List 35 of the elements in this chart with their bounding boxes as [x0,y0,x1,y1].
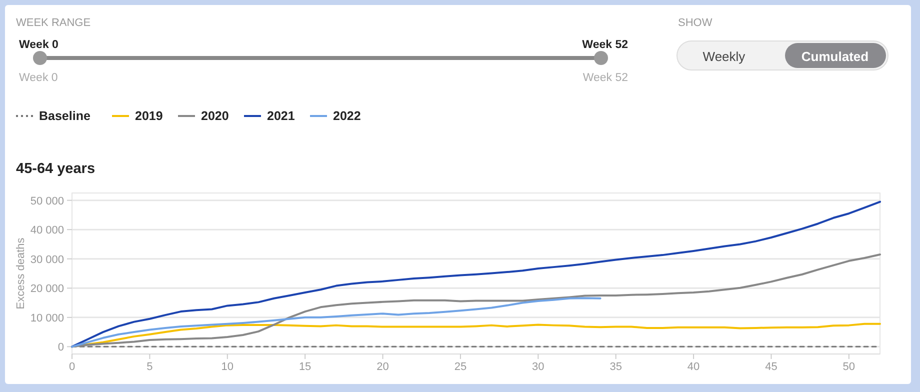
x-tick-label: 5 [146,361,153,373]
legend-label: 2021 [267,109,295,123]
y-tick-label: 20 000 [30,283,64,296]
text: Week 0 [19,72,58,84]
line-series [71,253,881,348]
y-tick-label: 30 000 [30,254,64,266]
x-tick-label: 25 [454,361,467,373]
x-tick-label: 20 [376,361,389,373]
x-tick-label: 45 [765,361,778,373]
text: Week 0 [19,39,58,51]
text: Weekly [702,49,746,64]
legend-label: 2019 [135,109,163,123]
chart-title: 45-64 years [16,161,96,177]
x-tick-label: 15 [298,361,312,373]
x-tick-label: 10 [221,361,234,373]
text: WEEK RANGE [16,17,91,29]
y-tick-label: 0 [58,342,64,354]
x-tick-label: 40 [687,361,700,373]
legend-label: 2020 [201,109,229,123]
x-tick-label: 35 [610,361,622,373]
x-tick-label: 0 [68,361,76,373]
line-series [71,200,881,348]
y-tick-label: 50 000 [30,195,64,208]
line-series [71,297,602,348]
text: SHOW [678,17,713,29]
legend-label: Baseline [39,109,90,123]
text: Week 52 [582,72,628,84]
y-tick-label: 10 000 [30,312,64,324]
text: Cumulated [801,49,869,64]
y-axis-title: Excess deaths [15,237,27,310]
x-tick-label: 50 [842,361,856,373]
text: Week 52 [582,39,628,51]
x-tick-label: 30 [532,361,544,373]
y-tick-label: 40 000 [30,224,64,237]
legend-label: 2022 [333,109,361,123]
